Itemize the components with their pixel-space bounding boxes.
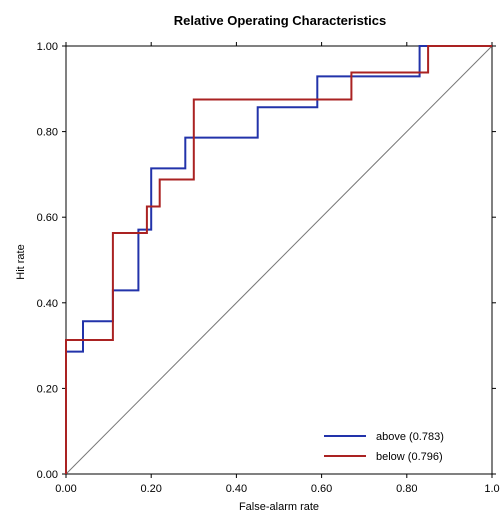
- axis-ticks: 0.00 0.20 0.40 0.60 0.80 1.0 0.00 0.20 0.40 0.60 0…: [37, 41, 500, 495]
- x-tick-label: 0.40: [226, 483, 247, 495]
- y-tick-label: 0.20: [37, 383, 58, 395]
- y-tick-label: 0.40: [37, 298, 58, 310]
- x-tick-label: 1.0: [484, 483, 499, 495]
- plot-frame: [65, 45, 493, 475]
- x-tick-label: 0.60: [311, 483, 332, 495]
- y-tick-label: 0.00: [37, 469, 58, 481]
- y-tick-label: 0.80: [37, 127, 58, 139]
- legend: above (0.783) below (0.796): [324, 431, 444, 463]
- series-line-above: [65, 45, 492, 474]
- legend-label: above (0.783): [376, 431, 444, 443]
- x-tick-label: 0.20: [140, 483, 161, 495]
- chart-title: Relative Operating Characteristics: [174, 13, 386, 28]
- legend-label: below (0.796): [376, 451, 443, 463]
- y-axis-label: Hit rate: [15, 244, 27, 279]
- series-group: [65, 45, 492, 474]
- diagonal-reference-line: [65, 45, 493, 475]
- x-tick-label: 0.80: [396, 483, 417, 495]
- x-axis-label: False-alarm rate: [239, 501, 319, 513]
- y-tick-label: 0.60: [37, 212, 58, 224]
- series-line-below: [65, 45, 492, 474]
- x-tick-label: 0.00: [55, 483, 76, 495]
- y-tick-label: 1.00: [37, 41, 58, 53]
